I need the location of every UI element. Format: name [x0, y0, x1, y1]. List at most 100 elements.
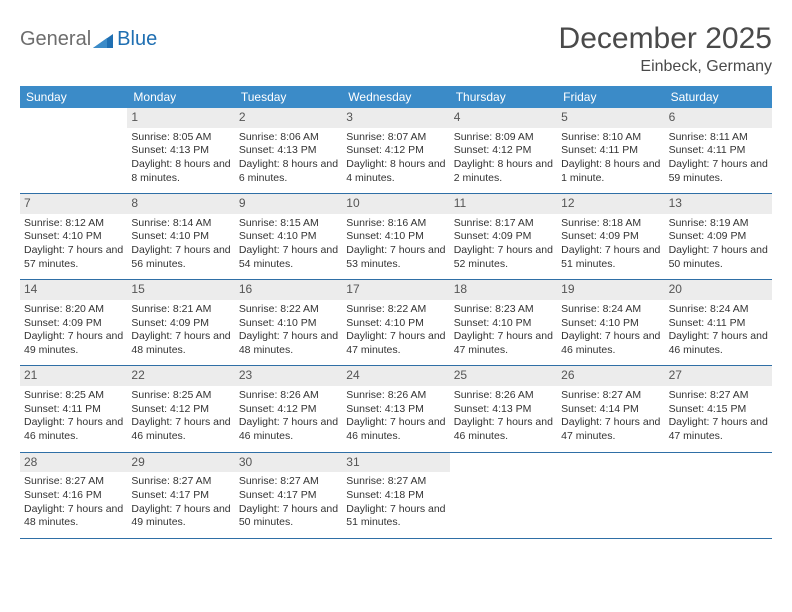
- brand-part2: Blue: [117, 28, 157, 51]
- page-header: General Blue December 2025 Einbeck, Germ…: [20, 22, 772, 76]
- day-cell: 9Sunrise: 8:15 AMSunset: 4:10 PMDaylight…: [235, 194, 342, 279]
- day-cell: 21Sunrise: 8:25 AMSunset: 4:11 PMDayligh…: [20, 366, 127, 451]
- sunrise-text: Sunrise: 8:26 AM: [239, 389, 338, 403]
- month-title: December 2025: [559, 22, 772, 56]
- sunset-text: Sunset: 4:13 PM: [346, 403, 445, 417]
- empty-day: [450, 453, 557, 472]
- daylight-text: Daylight: 7 hours and 49 minutes.: [131, 503, 230, 530]
- sunrise-text: Sunrise: 8:26 AM: [346, 389, 445, 403]
- day-number: 19: [557, 280, 664, 300]
- daylight-text: Daylight: 7 hours and 56 minutes.: [131, 244, 230, 271]
- sunrise-text: Sunrise: 8:27 AM: [239, 475, 338, 489]
- sunset-text: Sunset: 4:13 PM: [239, 144, 338, 158]
- sunrise-text: Sunrise: 8:17 AM: [454, 217, 553, 231]
- day-number: 16: [235, 280, 342, 300]
- sunrise-text: Sunrise: 8:19 AM: [669, 217, 768, 231]
- sunset-text: Sunset: 4:17 PM: [239, 489, 338, 503]
- sunset-text: Sunset: 4:13 PM: [131, 144, 230, 158]
- sunset-text: Sunset: 4:09 PM: [24, 317, 123, 331]
- day-cell: 19Sunrise: 8:24 AMSunset: 4:10 PMDayligh…: [557, 280, 664, 365]
- day-cell: 17Sunrise: 8:22 AMSunset: 4:10 PMDayligh…: [342, 280, 449, 365]
- day-number: 21: [20, 366, 127, 386]
- sunset-text: Sunset: 4:11 PM: [561, 144, 660, 158]
- sunset-text: Sunset: 4:10 PM: [131, 230, 230, 244]
- sunrise-text: Sunrise: 8:21 AM: [131, 303, 230, 317]
- day-cell: 4Sunrise: 8:09 AMSunset: 4:12 PMDaylight…: [450, 108, 557, 193]
- daylight-text: Daylight: 8 hours and 8 minutes.: [131, 158, 230, 185]
- sunset-text: Sunset: 4:18 PM: [346, 489, 445, 503]
- sunrise-text: Sunrise: 8:25 AM: [24, 389, 123, 403]
- day-cell: 12Sunrise: 8:18 AMSunset: 4:09 PMDayligh…: [557, 194, 664, 279]
- daylight-text: Daylight: 8 hours and 6 minutes.: [239, 158, 338, 185]
- daylight-text: Daylight: 7 hours and 46 minutes.: [239, 416, 338, 443]
- sunrise-text: Sunrise: 8:09 AM: [454, 131, 553, 145]
- day-cell: 29Sunrise: 8:27 AMSunset: 4:17 PMDayligh…: [127, 453, 234, 538]
- week-row: 14Sunrise: 8:20 AMSunset: 4:09 PMDayligh…: [20, 280, 772, 366]
- sunset-text: Sunset: 4:10 PM: [454, 317, 553, 331]
- sunrise-text: Sunrise: 8:05 AM: [131, 131, 230, 145]
- weeks-container: 1Sunrise: 8:05 AMSunset: 4:13 PMDaylight…: [20, 108, 772, 539]
- sunset-text: Sunset: 4:11 PM: [669, 144, 768, 158]
- day-cell: 1Sunrise: 8:05 AMSunset: 4:13 PMDaylight…: [127, 108, 234, 193]
- day-cell: 22Sunrise: 8:25 AMSunset: 4:12 PMDayligh…: [127, 366, 234, 451]
- day-number: 30: [235, 453, 342, 473]
- week-row: 21Sunrise: 8:25 AMSunset: 4:11 PMDayligh…: [20, 366, 772, 452]
- day-cell: 18Sunrise: 8:23 AMSunset: 4:10 PMDayligh…: [450, 280, 557, 365]
- week-row: 28Sunrise: 8:27 AMSunset: 4:16 PMDayligh…: [20, 453, 772, 539]
- daylight-text: Daylight: 7 hours and 47 minutes.: [454, 330, 553, 357]
- sunset-text: Sunset: 4:12 PM: [454, 144, 553, 158]
- daylight-text: Daylight: 7 hours and 47 minutes.: [561, 416, 660, 443]
- day-cell: 15Sunrise: 8:21 AMSunset: 4:09 PMDayligh…: [127, 280, 234, 365]
- day-cell: 6Sunrise: 8:11 AMSunset: 4:11 PMDaylight…: [665, 108, 772, 193]
- sunset-text: Sunset: 4:10 PM: [24, 230, 123, 244]
- daylight-text: Daylight: 7 hours and 47 minutes.: [669, 416, 768, 443]
- daylight-text: Daylight: 7 hours and 59 minutes.: [669, 158, 768, 185]
- day-cell: 13Sunrise: 8:19 AMSunset: 4:09 PMDayligh…: [665, 194, 772, 279]
- sunrise-text: Sunrise: 8:12 AM: [24, 217, 123, 231]
- sunrise-text: Sunrise: 8:16 AM: [346, 217, 445, 231]
- sunset-text: Sunset: 4:17 PM: [131, 489, 230, 503]
- sunrise-text: Sunrise: 8:24 AM: [669, 303, 768, 317]
- sunset-text: Sunset: 4:11 PM: [669, 317, 768, 331]
- sunrise-text: Sunrise: 8:27 AM: [24, 475, 123, 489]
- day-number: 9: [235, 194, 342, 214]
- sunset-text: Sunset: 4:12 PM: [239, 403, 338, 417]
- day-number: 27: [665, 366, 772, 386]
- daylight-text: Daylight: 8 hours and 1 minute.: [561, 158, 660, 185]
- calendar-grid: SundayMondayTuesdayWednesdayThursdayFrid…: [20, 86, 772, 539]
- sunset-text: Sunset: 4:10 PM: [239, 317, 338, 331]
- sunrise-text: Sunrise: 8:26 AM: [454, 389, 553, 403]
- sunrise-text: Sunrise: 8:24 AM: [561, 303, 660, 317]
- sunrise-text: Sunrise: 8:27 AM: [561, 389, 660, 403]
- day-number: 28: [20, 453, 127, 473]
- daylight-text: Daylight: 7 hours and 46 minutes.: [24, 416, 123, 443]
- day-cell: 14Sunrise: 8:20 AMSunset: 4:09 PMDayligh…: [20, 280, 127, 365]
- sunrise-text: Sunrise: 8:22 AM: [346, 303, 445, 317]
- day-cell: 3Sunrise: 8:07 AMSunset: 4:12 PMDaylight…: [342, 108, 449, 193]
- daylight-text: Daylight: 7 hours and 46 minutes.: [561, 330, 660, 357]
- weekday-header: Sunday: [20, 86, 127, 108]
- sunrise-text: Sunrise: 8:22 AM: [239, 303, 338, 317]
- sunrise-text: Sunrise: 8:14 AM: [131, 217, 230, 231]
- sunset-text: Sunset: 4:12 PM: [131, 403, 230, 417]
- day-cell: [20, 108, 127, 193]
- day-number: 25: [450, 366, 557, 386]
- sunset-text: Sunset: 4:09 PM: [131, 317, 230, 331]
- day-cell: 10Sunrise: 8:16 AMSunset: 4:10 PMDayligh…: [342, 194, 449, 279]
- sunset-text: Sunset: 4:10 PM: [346, 230, 445, 244]
- weekday-header: Tuesday: [235, 86, 342, 108]
- week-row: 7Sunrise: 8:12 AMSunset: 4:10 PMDaylight…: [20, 194, 772, 280]
- day-number: 15: [127, 280, 234, 300]
- day-cell: 31Sunrise: 8:27 AMSunset: 4:18 PMDayligh…: [342, 453, 449, 538]
- day-cell: 26Sunrise: 8:27 AMSunset: 4:14 PMDayligh…: [557, 366, 664, 451]
- day-number: 31: [342, 453, 449, 473]
- empty-day: [557, 453, 664, 472]
- sunset-text: Sunset: 4:10 PM: [239, 230, 338, 244]
- day-number: 8: [127, 194, 234, 214]
- day-number: 24: [342, 366, 449, 386]
- daylight-text: Daylight: 7 hours and 48 minutes.: [24, 503, 123, 530]
- day-cell: [557, 453, 664, 538]
- daylight-text: Daylight: 7 hours and 51 minutes.: [561, 244, 660, 271]
- weekday-header: Wednesday: [342, 86, 449, 108]
- day-cell: [665, 453, 772, 538]
